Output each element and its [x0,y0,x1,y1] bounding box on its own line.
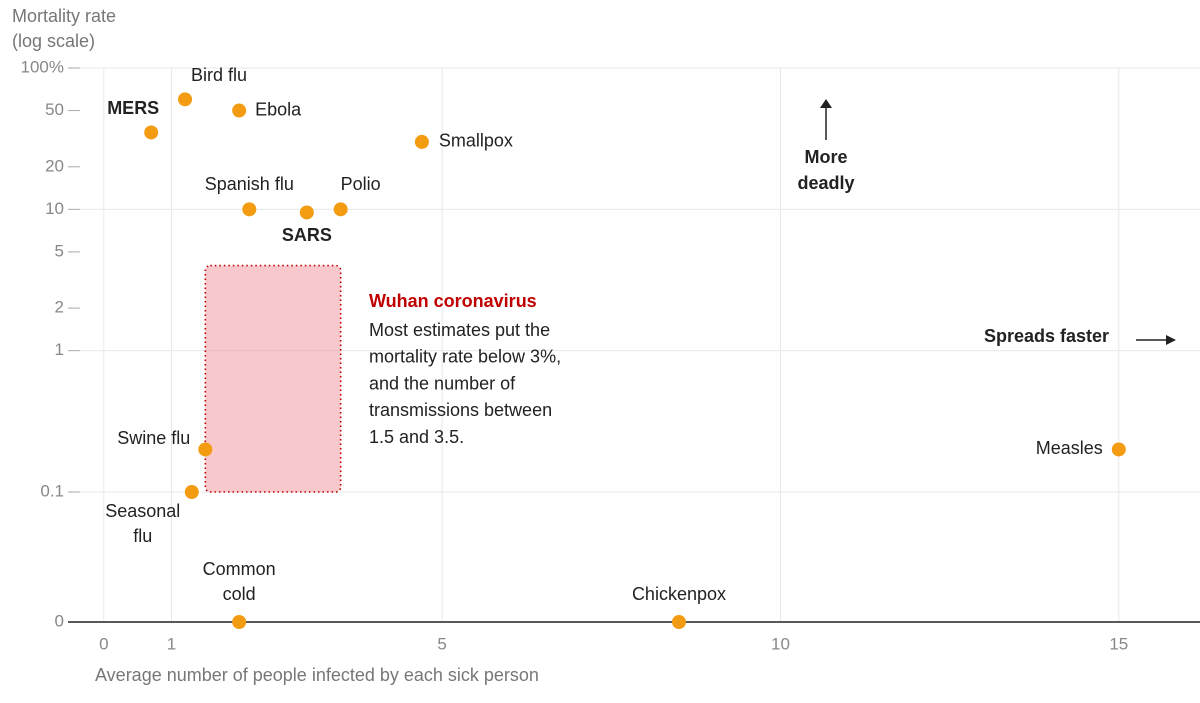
point-label: Chickenpox [632,584,726,604]
point-label: Polio [341,174,381,194]
point [232,615,247,629]
point [198,442,213,457]
point-label: flu [133,526,152,546]
y-tick-label: 1 [55,340,64,359]
x-tick-label: 1 [167,634,176,653]
y-tick-label: 2 [55,298,64,317]
y-tick-label: 0.1 [40,481,64,500]
point [242,202,257,217]
y-tick-label: 50 [45,100,64,119]
y-tick-label: 0 [55,611,64,630]
point-label: Common [203,559,276,579]
annotation-text: mortality rate below 3%, [369,347,561,367]
y-tick-label: 10 [45,199,64,218]
annotation: More [804,147,847,167]
y-axis-label: Mortality rate [12,6,116,26]
y-tick-label: 100% [21,57,64,76]
x-tick-label: 0 [99,634,108,653]
arrow-head [1166,335,1176,345]
point-label: Seasonal [105,501,180,521]
point-label: MERS [107,98,159,118]
x-axis-label: Average number of people infected by eac… [95,665,539,685]
x-tick-label: 5 [437,634,446,653]
point-label: Ebola [255,99,302,119]
point-label: SARS [282,225,332,245]
x-tick-label: 15 [1109,634,1128,653]
highlight-region [204,264,342,493]
point [671,615,686,629]
point [1111,442,1126,457]
y-tick-label: 5 [55,241,64,260]
annotation-text: 1.5 and 3.5. [369,427,464,447]
x-tick-label: 10 [771,634,790,653]
point [144,125,159,140]
annotation-text: Most estimates put the [369,320,550,340]
point-label: Spanish flu [205,174,294,194]
arrow-head [820,99,832,108]
point [333,202,348,217]
point [232,103,247,118]
annotation-title: Wuhan coronavirus [369,291,537,311]
point-label: cold [223,584,256,604]
point [299,205,314,220]
point-label: Measles [1036,438,1103,458]
point-label: Bird flu [191,65,247,85]
annotation: deadly [797,173,854,193]
y-tick-label: 20 [45,156,64,175]
point [414,134,429,149]
point-label: Swine flu [117,428,190,448]
y-axis-label: (log scale) [12,31,95,51]
annotation-text: transmissions between [369,400,552,420]
annotation: Spreads faster [984,326,1109,346]
point [178,92,193,107]
point [184,485,199,499]
point-label: Smallpox [439,131,513,151]
annotation-text: and the number of [369,373,516,393]
